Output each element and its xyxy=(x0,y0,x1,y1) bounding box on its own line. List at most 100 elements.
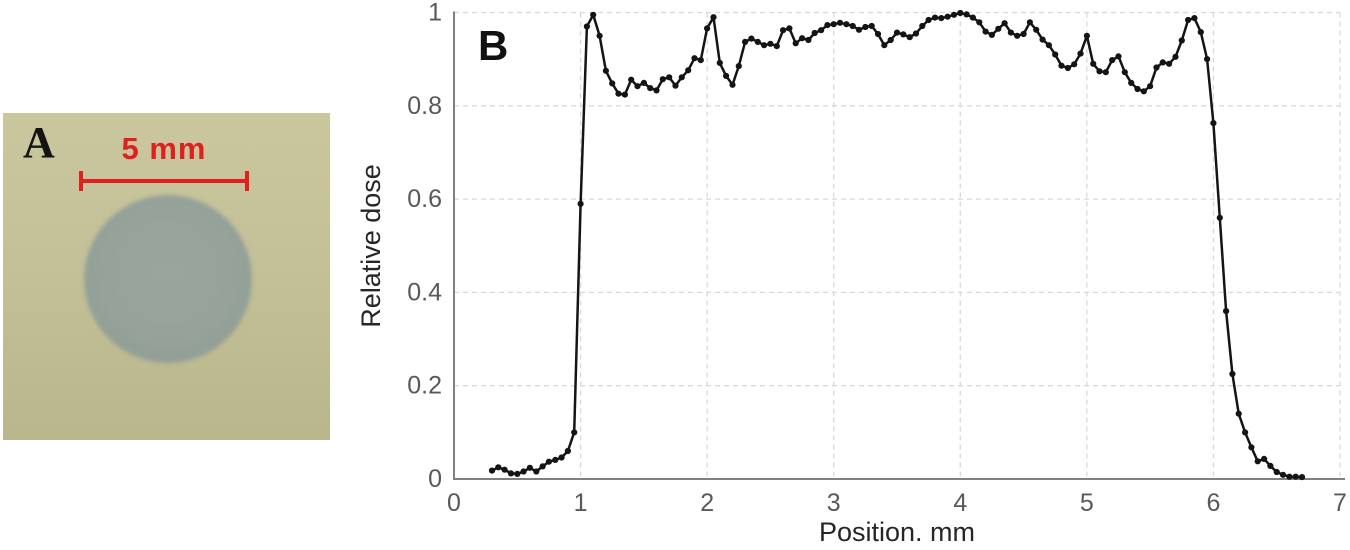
data-point-marker xyxy=(1128,79,1135,86)
data-point-marker xyxy=(969,14,977,21)
data-point-marker xyxy=(805,36,812,44)
data-point-marker xyxy=(824,22,831,29)
y-tick-label: 0 xyxy=(428,465,442,493)
data-point-marker xyxy=(1020,30,1027,38)
data-point-marker xyxy=(552,456,559,463)
data-point-marker xyxy=(1279,471,1287,478)
data-point-marker xyxy=(1172,53,1179,60)
data-point-marker xyxy=(900,31,907,38)
data-point-marker xyxy=(1096,68,1103,75)
data-point-marker xyxy=(704,25,711,32)
data-point-marker xyxy=(602,67,609,74)
data-point-marker xyxy=(558,454,565,461)
data-point-marker xyxy=(925,16,932,24)
data-point-marker xyxy=(1045,42,1052,49)
y-tick-label: 0.6 xyxy=(407,185,442,213)
data-point-marker xyxy=(647,85,654,92)
data-point-marker xyxy=(666,74,673,81)
data-point-marker xyxy=(1178,37,1185,44)
data-point-marker xyxy=(653,87,660,94)
data-point-marker xyxy=(1153,64,1160,71)
data-point-marker xyxy=(691,55,698,62)
y-tick-label: 1 xyxy=(428,0,442,27)
data-point-marker xyxy=(988,31,996,38)
data-point-marker xyxy=(1071,61,1078,68)
data-point-marker xyxy=(723,72,730,79)
data-point-marker xyxy=(1140,88,1147,95)
data-point-marker xyxy=(836,19,844,26)
data-point-marker xyxy=(520,468,527,475)
data-point-marker xyxy=(818,27,825,34)
data-point-marker xyxy=(1147,83,1154,90)
data-point-marker xyxy=(583,23,590,30)
data-point-marker xyxy=(862,23,869,31)
data-point-marker xyxy=(545,458,552,465)
data-point-marker xyxy=(773,43,780,50)
data-point-marker xyxy=(640,79,647,86)
data-point-marker xyxy=(893,29,901,36)
data-point-marker xyxy=(881,42,888,49)
y-tick-label: 0.2 xyxy=(407,372,442,400)
data-point-marker xyxy=(1286,473,1293,480)
data-point-marker xyxy=(507,470,515,477)
data-point-marker xyxy=(938,15,945,22)
data-point-marker xyxy=(615,90,622,97)
data-point-marker xyxy=(1014,32,1021,39)
data-point-marker xyxy=(609,80,616,87)
scale-bar-left-cap xyxy=(79,171,83,191)
panel-b-label: B xyxy=(478,22,508,69)
x-axis-title: Position. mm xyxy=(819,517,975,547)
data-point-marker xyxy=(1254,458,1261,465)
data-point-marker xyxy=(950,11,958,18)
data-point-marker xyxy=(514,470,521,477)
data-point-marker xyxy=(855,26,863,33)
data-point-marker xyxy=(634,83,641,90)
y-tick-label: 0.4 xyxy=(407,278,442,306)
data-point-marker xyxy=(1273,468,1280,476)
data-point-marker xyxy=(868,22,875,30)
data-point-marker xyxy=(1109,57,1116,64)
data-point-marker xyxy=(1242,429,1249,436)
data-point-marker xyxy=(1235,410,1242,417)
panel-b-chart: 0 1 2 3 4 5 6 7 0 0.2 0.4 0.6 0.8 1 Position. mm Relati… xyxy=(340,0,1350,550)
y-tick-label: 0.8 xyxy=(407,92,442,120)
data-point-marker xyxy=(1102,69,1109,76)
x-tick-label: 6 xyxy=(1206,489,1220,517)
data-point-marker xyxy=(628,76,635,83)
x-tick-label: 4 xyxy=(953,489,967,517)
data-point-marker xyxy=(1267,462,1274,469)
scale-bar-label: 5 mm xyxy=(121,131,207,166)
data-point-marker xyxy=(1115,53,1122,60)
x-tick-label: 7 xyxy=(1333,489,1347,517)
data-point-marker xyxy=(1185,16,1192,24)
data-point-marker xyxy=(564,447,571,455)
data-point-marker xyxy=(919,22,926,30)
data-point-marker xyxy=(1292,473,1299,480)
data-point-marker xyxy=(533,468,540,475)
data-point-marker xyxy=(976,19,983,26)
data-point-marker xyxy=(1197,28,1204,36)
data-point-marker xyxy=(1191,15,1198,22)
data-point-marker xyxy=(539,463,546,470)
data-point-marker xyxy=(874,30,882,38)
dose-profile-chart: 0 1 2 3 4 5 6 7 0 0.2 0.4 0.6 0.8 1 Position. mm Relati… xyxy=(356,0,1347,547)
data-point-marker xyxy=(786,25,793,32)
data-point-marker xyxy=(577,200,584,207)
data-point-marker xyxy=(1121,69,1128,76)
data-point-marker xyxy=(944,13,951,20)
panel-a-photo: A 5 mm xyxy=(3,113,330,440)
data-point-marker xyxy=(1007,29,1015,36)
data-point-marker xyxy=(780,27,787,34)
data-point-marker xyxy=(710,14,717,21)
data-point-marker xyxy=(799,35,806,42)
data-point-marker xyxy=(1001,20,1008,27)
data-point-marker xyxy=(685,67,692,74)
data-point-marker xyxy=(1134,85,1141,93)
data-point-marker xyxy=(1159,59,1166,66)
data-point-marker xyxy=(1039,36,1046,43)
data-point-marker xyxy=(1166,60,1173,67)
data-point-marker xyxy=(849,22,856,30)
data-point-marker xyxy=(729,81,736,88)
scale-bar xyxy=(79,171,249,191)
